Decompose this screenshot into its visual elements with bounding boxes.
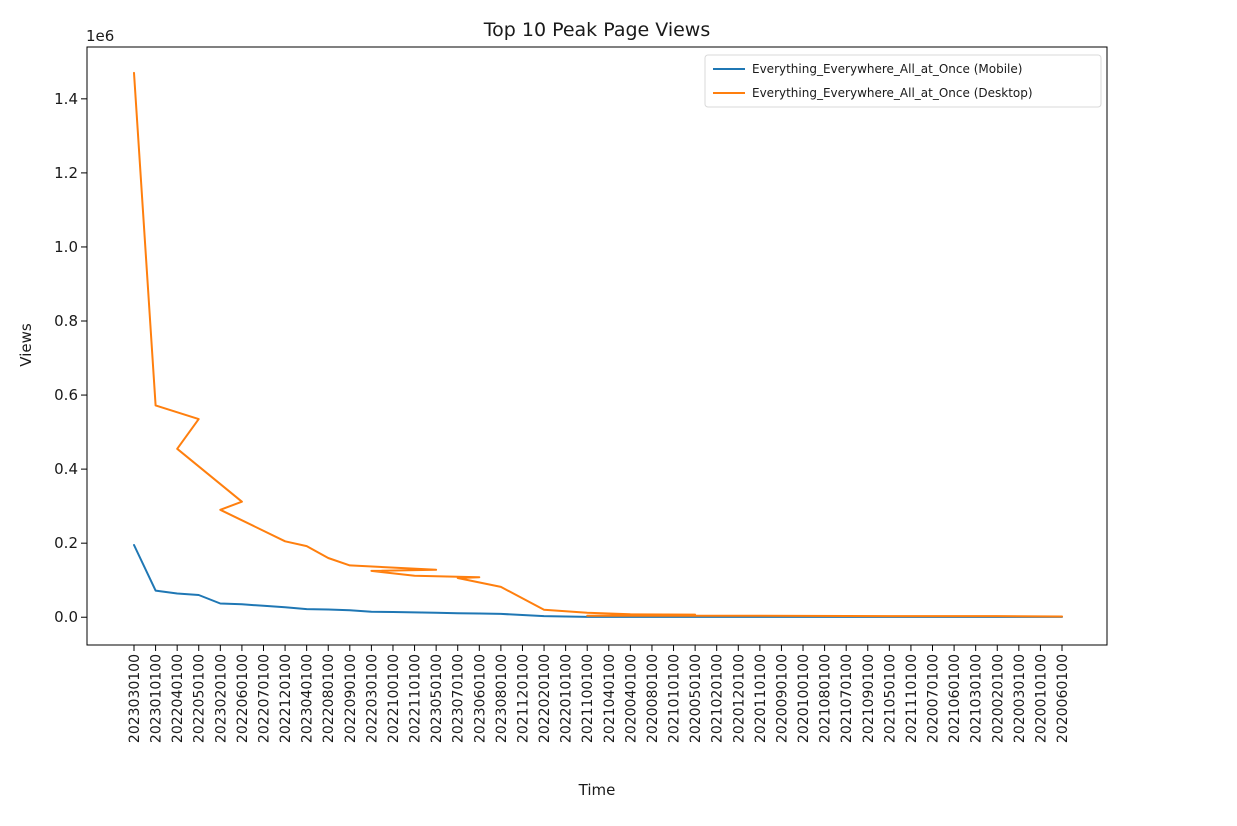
- series-line-1: [133, 71, 1063, 618]
- x-tick-label: 2022060100: [235, 654, 251, 743]
- x-tick-label: 2023030100: [127, 654, 143, 743]
- x-tick-label: 2020100100: [796, 654, 812, 743]
- x-tick-label: 2020090100: [774, 654, 790, 743]
- x-tick-label: 2022070100: [256, 654, 272, 743]
- x-tick-label: 2020120100: [731, 654, 747, 743]
- legend: Everything_Everywhere_All_at_Once (Mobil…: [704, 54, 1102, 108]
- x-tick-label: 2023010100: [149, 654, 165, 743]
- y-tick-label: 1.0: [54, 238, 78, 256]
- x-tick-label: 2020030100: [1012, 654, 1028, 743]
- x-tick-label: 2021090100: [861, 654, 877, 743]
- y-axis-label: Views: [17, 323, 35, 367]
- x-tick-label: 2022080100: [321, 654, 337, 743]
- y-tick-label: 0.6: [54, 386, 78, 404]
- x-tick-label: 2020070100: [926, 654, 942, 743]
- x-tick-label: 2021080100: [818, 654, 834, 743]
- y-offset-label: 1e6: [86, 27, 114, 45]
- x-tick-label: 2020050100: [688, 654, 704, 743]
- x-tick-label: 2022110100: [408, 654, 424, 743]
- x-axis-label: Time: [578, 781, 616, 799]
- x-tick-label: 2022040100: [170, 654, 186, 743]
- x-tick-label: 2020080100: [645, 654, 661, 743]
- plot-frame: [86, 46, 1108, 646]
- y-tick-label: 0.2: [54, 534, 78, 552]
- x-tick-label: 2023020100: [213, 654, 229, 743]
- x-tick-label: 2020110100: [753, 654, 769, 743]
- x-tick-label: 2023040100: [300, 654, 316, 743]
- x-tick-label: 2021070100: [839, 654, 855, 743]
- x-tick-label: 2021030100: [969, 654, 985, 743]
- legend-box: [704, 54, 1102, 108]
- y-tick-label: 0.8: [54, 312, 78, 330]
- y-tick-label: 0.4: [54, 460, 78, 478]
- x-tick-label: 2022010100: [559, 654, 575, 743]
- legend-label-1: Everything_Everywhere_All_at_Once (Deskt…: [752, 86, 1033, 100]
- x-tick-label: 2021020100: [710, 654, 726, 743]
- x-tick-label: 2022030100: [364, 654, 380, 743]
- x-tick-label: 2021110100: [904, 654, 920, 743]
- x-tick-label: 2020020100: [990, 654, 1006, 743]
- x-tick-label: 2022050100: [192, 654, 208, 743]
- x-tick-label: 2022020100: [537, 654, 553, 743]
- y-tick-label: 0.0: [54, 608, 78, 626]
- x-tick-label: 2021060100: [947, 654, 963, 743]
- x-tick-label: 2020040100: [623, 654, 639, 743]
- legend-label-0: Everything_Everywhere_All_at_Once (Mobil…: [752, 62, 1022, 76]
- x-tick-label: 2021010100: [667, 654, 683, 743]
- x-tick-label: 2022090100: [343, 654, 359, 743]
- chart-title: Top 10 Peak Page Views: [483, 19, 711, 41]
- x-tick-label: 2020010100: [1033, 654, 1049, 743]
- y-tick-label: 1.2: [54, 164, 78, 182]
- x-tick-label: 2023050100: [429, 654, 445, 743]
- x-tick-label: 2020060100: [1055, 654, 1071, 743]
- x-tick-label: 2023070100: [451, 654, 467, 743]
- y-tick-label: 1.4: [54, 90, 78, 108]
- x-tick-label: 2022120100: [278, 654, 294, 743]
- x-tick-label: 2021050100: [882, 654, 898, 743]
- x-tick-label: 2021040100: [602, 654, 618, 743]
- x-tick-label: 2022100100: [386, 654, 402, 743]
- plot-layer: 0.0 0.2 0.4 0.6 0.8 1.0 1.2 1.4 2023030100 202301…: [54, 71, 1071, 743]
- x-tick-label: 2021120100: [515, 654, 531, 743]
- x-tick-label: 2023060100: [472, 654, 488, 743]
- x-tick-label: 2021100100: [580, 654, 596, 743]
- x-tick-label: 2023080100: [494, 654, 510, 743]
